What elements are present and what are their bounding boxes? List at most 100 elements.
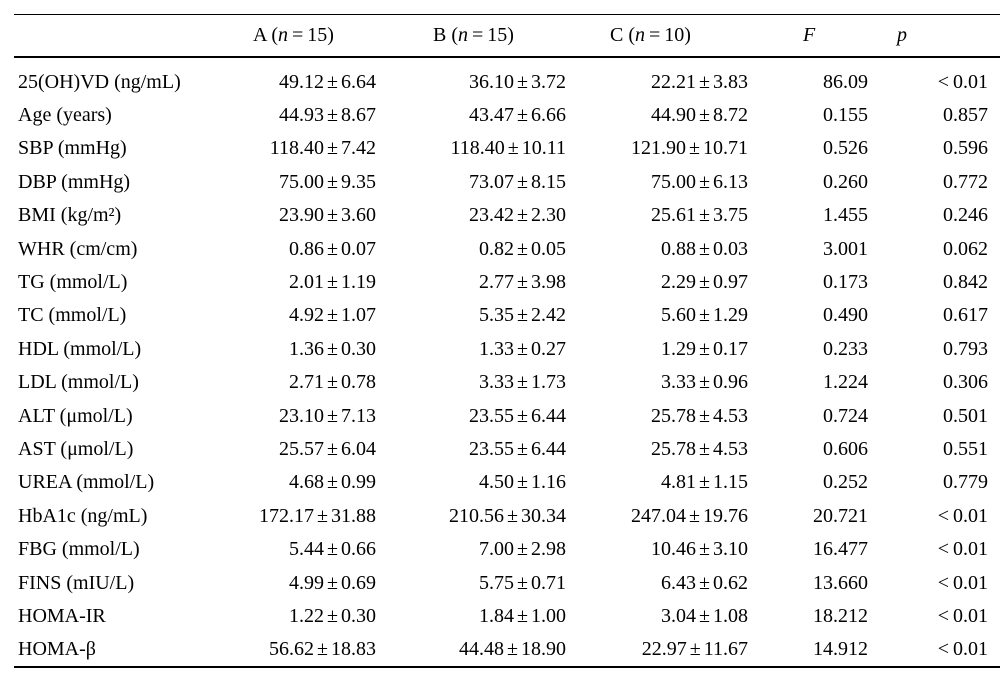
- cell-mean-sd: 10.46 ±3.10: [607, 533, 800, 566]
- table-row: TC (mmol/L) 4.92 ±1.07 5.35 ±2.42 5.60 ±1.29 0.…: [14, 299, 1000, 332]
- cell-mean-sd: 56.62 ±18.83: [250, 633, 430, 666]
- cell-mean-sd: 3.33 ±1.73: [430, 366, 607, 399]
- plus-minus-sign: ±: [517, 538, 528, 561]
- mean-value: 43.47: [469, 104, 515, 127]
- cell-mean-sd: 2.29 ±0.97: [607, 266, 800, 299]
- cell-mean-sd: 25.78 ±4.53: [607, 399, 800, 432]
- cell-p-value: 0.793: [943, 337, 988, 360]
- cell-mean-sd: 6.43 ±0.62: [607, 566, 800, 599]
- sd-value: 4.53: [713, 437, 748, 460]
- mean-value: 6.43: [661, 571, 697, 594]
- cell-mean-sd: 5.75 ±0.71: [430, 566, 607, 599]
- mean-value: 56.62: [269, 637, 315, 660]
- cell-mean-sd: 44.90 ±8.72: [607, 99, 800, 132]
- plus-minus-sign: ±: [317, 504, 328, 527]
- header-group-b: B (n = 15): [430, 14, 607, 58]
- plus-minus-sign: ±: [699, 337, 710, 360]
- mean-value: 25.57: [279, 437, 325, 460]
- cell-p-value: 0.857: [943, 104, 988, 127]
- sd-value: 7.42: [341, 137, 376, 160]
- cell-mean-sd: 210.56 ±30.34: [430, 500, 607, 533]
- header-text: = 15): [288, 23, 334, 46]
- header-group-a: A (n = 15): [250, 14, 430, 58]
- mean-value: 44.93: [279, 104, 325, 127]
- mean-value: 0.88: [661, 237, 697, 260]
- cell-mean-sd: 1.84 ±1.00: [430, 600, 607, 633]
- cell-mean-sd: 25.57 ±6.04: [250, 433, 430, 466]
- cell-f-value: 0.260: [823, 170, 868, 193]
- mean-value: 247.04: [631, 504, 687, 527]
- cell-mean-sd: 23.55 ±6.44: [430, 399, 607, 432]
- mean-value: 210.56: [449, 504, 505, 527]
- table-row: Age (years) 44.93 ±8.67 43.47 ±6.66 44.90 ±8.7…: [14, 99, 1000, 132]
- row-label: UREA (mmol/L): [18, 471, 155, 494]
- row-label: FINS (mIU/L): [18, 571, 135, 594]
- sd-value: 7.13: [341, 404, 376, 427]
- row-label: HbA1c (ng/mL): [18, 504, 148, 527]
- cell-f-value: 86.09: [823, 70, 868, 93]
- plus-minus-sign: ±: [517, 204, 528, 227]
- cell-mean-sd: 5.44 ±0.66: [250, 533, 430, 566]
- row-label: AST (μmol/L): [18, 437, 134, 460]
- mean-value: 25.78: [651, 437, 697, 460]
- cell-mean-sd: 4.92 ±1.07: [250, 299, 430, 332]
- plus-minus-sign: ±: [699, 571, 710, 594]
- row-label: FBG (mmol/L): [18, 538, 140, 561]
- mean-value: 4.92: [289, 304, 325, 327]
- header-italic-n: n: [278, 23, 288, 46]
- sd-value: 3.60: [341, 204, 376, 227]
- mean-value: 2.77: [479, 271, 515, 294]
- table-row: LDL (mmol/L) 2.71 ±0.78 3.33 ±1.73 3.33 ±0.96 1…: [14, 366, 1000, 399]
- header-p-value: p: [894, 14, 1000, 58]
- cell-mean-sd: 44.93 ±8.67: [250, 99, 430, 132]
- mean-value: 44.48: [459, 637, 505, 660]
- sd-value: 0.03: [713, 237, 748, 260]
- row-label: ALT (μmol/L): [18, 404, 133, 427]
- cell-p-value: 0.842: [943, 271, 988, 294]
- sd-value: 9.35: [341, 170, 376, 193]
- header-empty-cell: [14, 14, 250, 58]
- sd-value: 0.96: [713, 371, 748, 394]
- mean-value: 73.07: [469, 170, 515, 193]
- table-row: UREA (mmol/L) 4.68 ±0.99 4.50 ±1.16 4.81 ±1.15…: [14, 466, 1000, 499]
- plus-minus-sign: ±: [699, 404, 710, 427]
- plus-minus-sign: ±: [699, 104, 710, 127]
- plus-minus-sign: ±: [327, 137, 338, 160]
- sd-value: 6.66: [531, 104, 566, 127]
- plus-minus-sign: ±: [517, 70, 528, 93]
- plus-minus-sign: ±: [699, 371, 710, 394]
- mean-value: 1.22: [289, 604, 325, 627]
- mean-value: 1.33: [479, 337, 515, 360]
- sd-value: 2.98: [531, 538, 566, 561]
- header-italic-f: F: [803, 23, 816, 46]
- sd-value: 0.69: [341, 571, 376, 594]
- plus-minus-sign: ±: [689, 637, 701, 660]
- plus-minus-sign: ±: [327, 170, 338, 193]
- mean-value: 25.78: [651, 404, 697, 427]
- cell-mean-sd: 4.68 ±0.99: [250, 466, 430, 499]
- mean-value: 2.71: [289, 371, 325, 394]
- sd-value: 18.90: [521, 637, 566, 660]
- cell-mean-sd: 75.00 ±9.35: [250, 166, 430, 199]
- plus-minus-sign: ±: [327, 604, 338, 627]
- mean-value: 5.60: [661, 304, 697, 327]
- header-text: = 15): [468, 23, 514, 46]
- plus-minus-sign: ±: [327, 304, 338, 327]
- cell-mean-sd: 23.42 ±2.30: [430, 199, 607, 232]
- cell-p-value: 0.246: [943, 204, 988, 227]
- sd-value: 1.73: [531, 371, 566, 394]
- mean-value: 75.00: [651, 170, 697, 193]
- group-comparison-table: A (n = 15) B (n = 15) C (n = 10) F p 25(…: [14, 14, 1000, 668]
- cell-f-value: 0.724: [823, 404, 868, 427]
- cell-mean-sd: 1.36 ±0.30: [250, 333, 430, 366]
- plus-minus-sign: ±: [517, 170, 528, 193]
- sd-value: 10.71: [703, 137, 748, 160]
- table-row: SBP (mmHg) 118.40 ±7.42 118.40 ±10.11 121.90 ±…: [14, 132, 1000, 165]
- cell-mean-sd: 5.60 ±1.29: [607, 299, 800, 332]
- mean-value: 118.40: [269, 137, 325, 160]
- cell-f-value: 0.526: [823, 137, 868, 160]
- plus-minus-sign: ±: [699, 170, 710, 193]
- plus-minus-sign: ±: [699, 271, 710, 294]
- cell-p-value: < 0.01: [937, 604, 988, 627]
